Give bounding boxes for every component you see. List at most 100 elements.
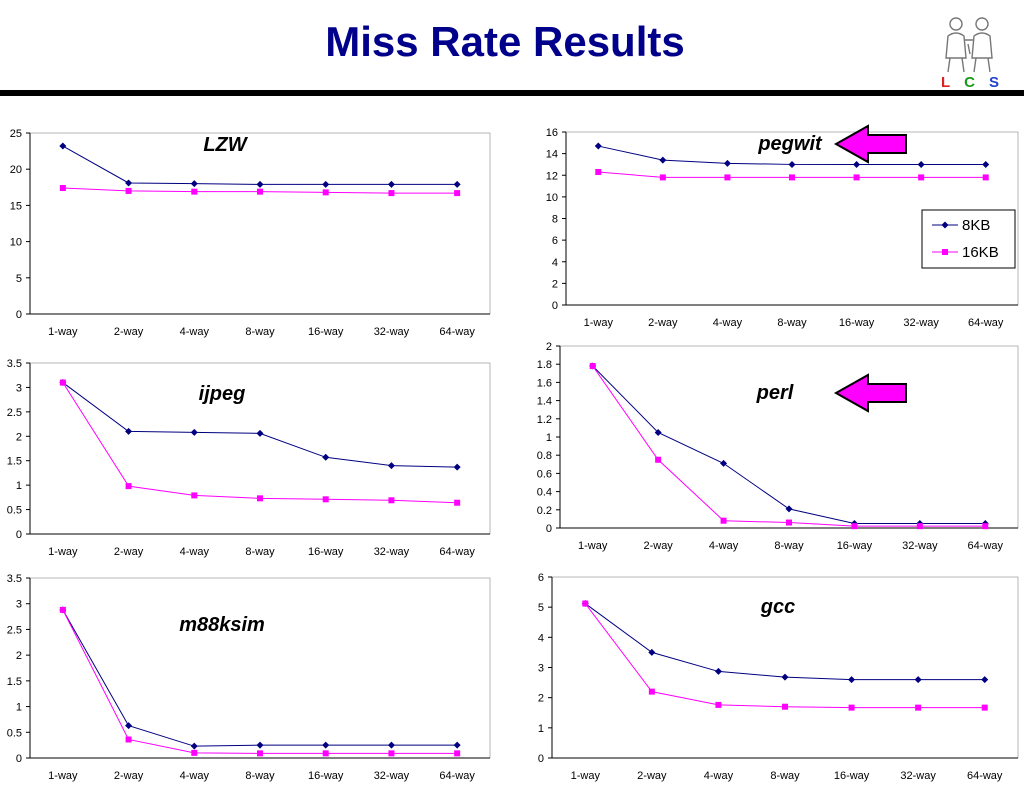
data-point-16KB [981, 704, 988, 711]
x-tick-label: 16-way [308, 770, 344, 782]
x-tick-label: 2-way [648, 317, 678, 329]
data-point-8KB [714, 667, 722, 675]
data-point-8KB [654, 428, 662, 436]
data-point-16KB [257, 750, 263, 757]
data-point-16KB [848, 704, 855, 711]
data-point-16KB [388, 190, 395, 197]
x-tick-label: 32-way [374, 326, 410, 338]
data-point-8KB [720, 459, 728, 467]
legend-marker-16KB [942, 249, 948, 255]
x-tick-label: 16-way [839, 317, 875, 329]
data-point-8KB [125, 722, 133, 730]
y-tick-label: 1 [538, 723, 544, 735]
x-tick-label: 1-way [48, 326, 78, 338]
legend-marker-8KB [941, 221, 949, 229]
y-tick-label: 0 [546, 523, 552, 535]
x-tick-label: 2-way [114, 546, 144, 558]
data-point-16KB [454, 499, 461, 506]
data-point-16KB [257, 188, 263, 195]
x-tick-label: 16-way [837, 540, 873, 552]
data-point-8KB [781, 673, 789, 681]
data-point-8KB [848, 676, 856, 684]
x-tick-label: 1-way [584, 317, 614, 329]
y-tick-label: 0 [552, 300, 558, 312]
y-tick-label: 0.6 [537, 468, 552, 480]
y-tick-label: 4 [552, 257, 558, 269]
lcs-logo: L C S [934, 14, 1006, 92]
data-point-16KB [720, 517, 727, 524]
figures-icon [945, 17, 993, 73]
data-point-8KB [59, 142, 67, 150]
data-point-16KB [59, 606, 66, 613]
logo-letter-s: S [988, 74, 999, 91]
y-tick-label: 0.5 [7, 727, 22, 739]
plot-frame [559, 345, 1019, 529]
series-line-16KB [62, 382, 458, 504]
data-point-16KB [257, 495, 263, 502]
y-tick-label: 2 [546, 341, 552, 353]
y-tick-label: 1.5 [7, 676, 22, 688]
y-tick-label: 1.5 [7, 456, 22, 468]
x-tick-label: 8-way [245, 546, 275, 558]
data-point-16KB [982, 523, 989, 530]
data-point-8KB [190, 180, 198, 188]
x-tick-label: 4-way [180, 770, 210, 782]
data-point-8KB [256, 180, 264, 188]
data-point-8KB [453, 463, 461, 471]
data-point-8KB [125, 427, 133, 435]
y-tick-label: 0.2 [537, 505, 552, 517]
y-tick-label: 20 [10, 164, 22, 176]
y-tick-label: 6 [538, 572, 544, 584]
x-tick-label: 8-way [774, 540, 804, 552]
data-point-16KB [388, 497, 395, 504]
data-point-16KB [915, 704, 922, 711]
y-tick-label: 2 [538, 693, 544, 705]
x-tick-label: 64-way [968, 317, 1004, 329]
x-tick-label: 32-way [374, 546, 410, 558]
data-point-8KB [322, 180, 330, 188]
x-tick-label: 16-way [308, 326, 344, 338]
data-point-16KB [851, 523, 858, 530]
x-tick-label: 64-way [439, 770, 475, 782]
x-tick-label: 4-way [709, 540, 739, 552]
data-point-16KB [595, 169, 602, 176]
data-point-8KB [190, 428, 198, 436]
y-tick-label: 1 [16, 702, 22, 714]
data-point-16KB [59, 185, 66, 192]
y-tick-label: 1.6 [537, 377, 552, 389]
x-tick-label: 64-way [439, 326, 475, 338]
y-tick-label: 1.4 [537, 396, 552, 408]
highlight-arrow-icon [833, 124, 907, 164]
legend-label-8KB: 8KB [962, 217, 990, 234]
data-point-16KB [715, 701, 722, 708]
data-point-8KB [594, 142, 602, 150]
data-point-16KB [322, 189, 329, 196]
x-tick-label: 16-way [834, 770, 870, 782]
data-point-16KB [322, 750, 329, 757]
y-tick-label: 3 [16, 382, 22, 394]
x-tick-label: 64-way [968, 540, 1004, 552]
data-point-16KB [454, 190, 461, 197]
y-tick-label: 3.5 [7, 358, 22, 370]
plot-frame [29, 362, 491, 535]
y-tick-label: 0 [16, 309, 22, 321]
series-line-8KB [62, 382, 458, 468]
y-tick-label: 15 [10, 200, 22, 212]
data-point-16KB [655, 456, 662, 463]
chart-title: LZW [203, 134, 248, 156]
highlight-arrow-icon [833, 373, 907, 413]
data-point-16KB [125, 736, 132, 743]
x-tick-label: 64-way [967, 770, 1003, 782]
data-point-16KB [853, 174, 860, 181]
data-point-8KB [387, 462, 395, 470]
x-tick-label: 32-way [902, 540, 938, 552]
title-divider [0, 90, 1024, 96]
y-tick-label: 2.5 [7, 407, 22, 419]
y-tick-label: 12 [546, 170, 558, 182]
x-tick-label: 64-way [439, 546, 475, 558]
y-tick-label: 0 [538, 753, 544, 765]
chart-title: gcc [760, 596, 795, 618]
x-tick-label: 32-way [374, 770, 410, 782]
data-point-16KB [322, 496, 329, 503]
data-point-8KB [453, 741, 461, 749]
